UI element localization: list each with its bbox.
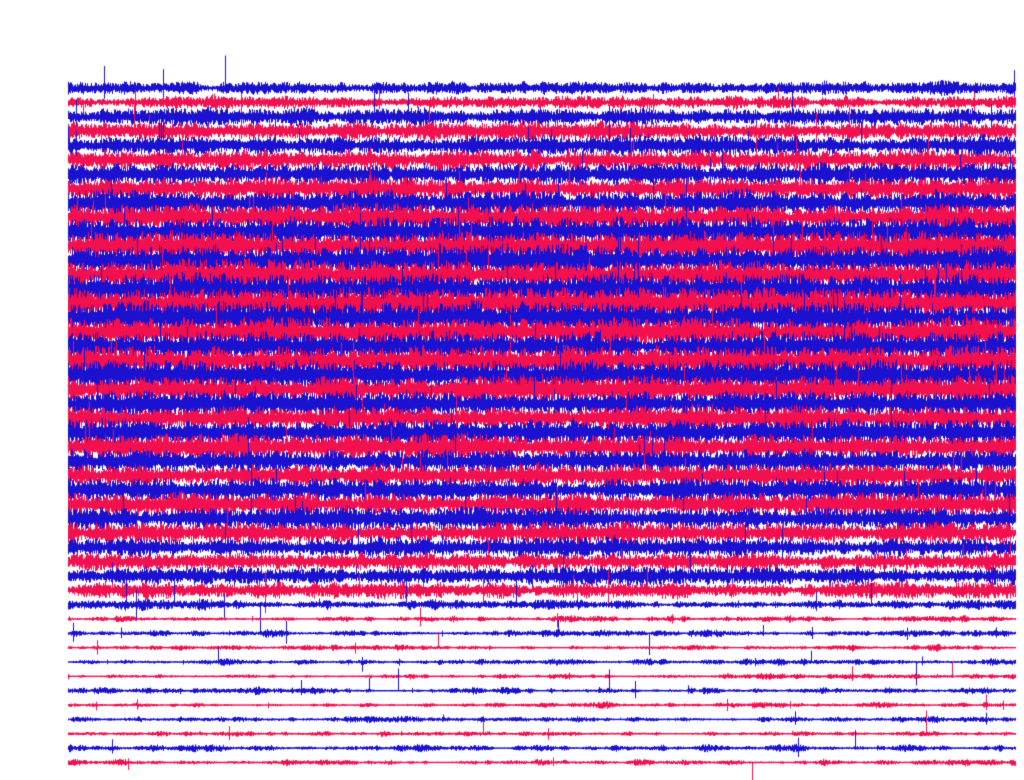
helicorder-page: HL Othonoi 2025-11-22 Applied filter: WW… [0, 0, 1024, 780]
helicorder-traces [0, 0, 1024, 780]
